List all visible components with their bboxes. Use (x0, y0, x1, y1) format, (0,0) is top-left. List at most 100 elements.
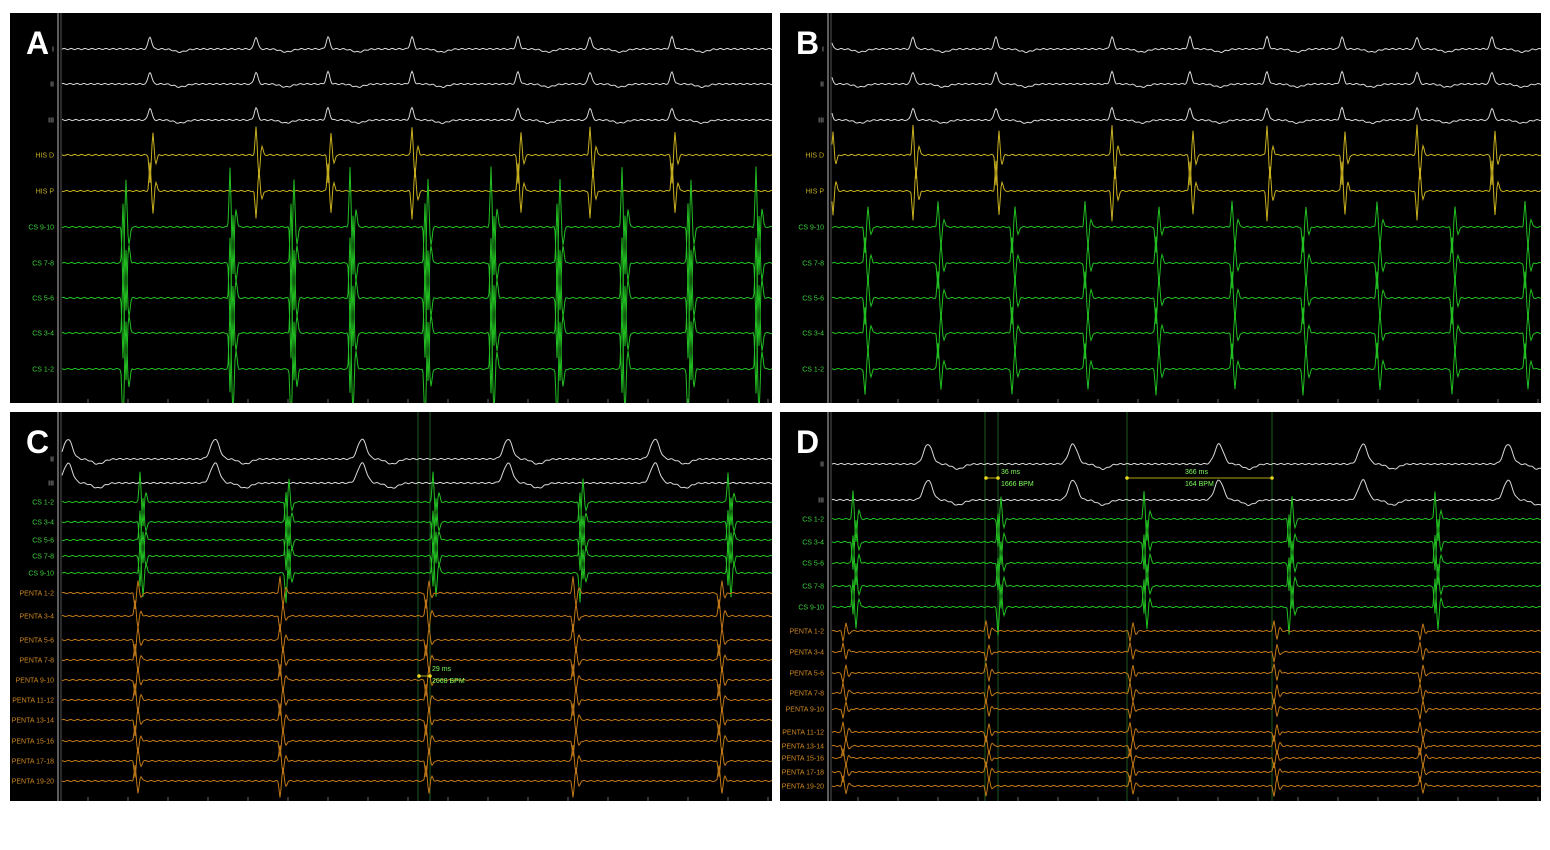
waveform-i (61, 35, 772, 54)
channel-label-penta-5-6: PENTA 5-6 (790, 671, 825, 678)
waveform-cs-1-2 (61, 471, 772, 532)
channel-label-his-p: HIS P (36, 189, 55, 196)
waveform-cs-9-10 (831, 578, 1541, 636)
caliper-interval-ms: 36 ms (1001, 469, 1021, 476)
waveform-cs-1-2 (831, 342, 1541, 396)
caliper-interval-ms: 366 ms (1185, 469, 1208, 476)
waveform-cs-5-6 (831, 271, 1541, 325)
channel-label-cs-7-8: CS 7-8 (32, 554, 54, 561)
waveform-ii (61, 70, 772, 89)
panel-b: I II III HIS D HIS P CS 9-10 CS 7-8 CS 5-6 CS 3-… (780, 13, 1541, 403)
channel-label-cs-9-10: CS 9-10 (798, 225, 824, 232)
waveform-cs-7-8 (61, 203, 772, 324)
waveform-penta-13-14 (831, 735, 1541, 757)
waveform-penta-19-20 (61, 765, 772, 798)
waveform-cs-9-10 (831, 200, 1541, 254)
channel-label-i: I (822, 47, 824, 54)
waveform-his-p (831, 160, 1541, 222)
waveform-ii (831, 70, 1541, 89)
channel-label-penta-9-10: PENTA 9-10 (786, 707, 824, 714)
channel-label-i: I (52, 47, 54, 54)
caliper-start-marker[interactable] (417, 674, 421, 678)
waveform-penta-7-8 (831, 682, 1541, 704)
waveform-penta-7-8 (61, 643, 772, 677)
channel-label-penta-7-8: PENTA 7-8 (20, 658, 55, 665)
panel-letter-b: B (796, 25, 820, 61)
channel-label-penta-17-18: PENTA 17-18 (12, 759, 54, 766)
channel-label-penta-19-20: PENTA 19-20 (782, 784, 824, 791)
waveform-penta-15-16 (62, 724, 772, 757)
channel-label-cs-5-6: CS 5-6 (32, 538, 54, 545)
waveform-cs-5-6 (831, 534, 1541, 591)
panel-letter-c: C (26, 424, 50, 460)
waveform-cs-5-6 (61, 237, 772, 359)
waveform-penta-9-10 (61, 664, 772, 697)
channel-label-cs-5-6: CS 5-6 (32, 296, 54, 303)
channel-label-iii: III (818, 498, 824, 505)
channel-label-penta-15-16: PENTA 15-16 (12, 739, 54, 746)
channel-label-cs-5-6: CS 5-6 (802, 561, 824, 568)
channel-label-ii: II (820, 462, 824, 469)
waveform-penta-3-4 (61, 599, 772, 632)
waveform-iii (831, 478, 1541, 507)
waveform-iii (61, 106, 772, 125)
waveform-ii (831, 443, 1541, 471)
channel-label-cs-1-2: CS 1-2 (802, 517, 824, 524)
channel-label-iii: III (818, 118, 824, 125)
caliper-rate-bpm: 164 BPM (1185, 481, 1214, 488)
channel-label-iii: III (48, 118, 54, 125)
channel-label-cs-9-10: CS 9-10 (28, 225, 54, 232)
waveform-penta-9-10 (831, 698, 1541, 720)
channel-label-his-d: HIS D (805, 153, 824, 160)
waveform-i (831, 35, 1541, 54)
channel-label-penta-15-16: PENTA 15-16 (782, 756, 824, 763)
caliper-rate-bpm: 1666 BPM (1001, 481, 1034, 488)
caliper-start-marker[interactable] (1125, 476, 1129, 480)
panel-d: II III CS 1-2 CS 3-4 CS 5-6 CS 7-8 CS 9-10 PENT… (780, 412, 1541, 801)
channel-label-penta-3-4: PENTA 3-4 (20, 614, 55, 621)
channel-label-his-d: HIS D (35, 153, 54, 160)
channel-label-cs-1-2: CS 1-2 (32, 367, 54, 374)
waveform-cs-3-4 (61, 492, 772, 553)
waveform-cs-9-10 (61, 542, 772, 604)
waveform-his-p (61, 162, 772, 220)
waveform-penta-19-20 (831, 775, 1541, 797)
waveform-ii (61, 438, 772, 465)
channel-label-penta-1-2: PENTA 1-2 (790, 629, 825, 636)
channel-label-penta-1-2: PENTA 1-2 (20, 591, 55, 598)
channel-label-penta-13-14: PENTA 13-14 (782, 744, 824, 751)
channel-label-cs-3-4: CS 3-4 (802, 331, 824, 338)
channel-label-penta-17-18: PENTA 17-18 (782, 770, 824, 777)
waveform-penta-11-12 (831, 721, 1541, 743)
caliper-end-marker[interactable] (996, 476, 1000, 480)
waveform-penta-3-4 (831, 641, 1541, 663)
waveform-penta-5-6 (61, 624, 772, 657)
channel-label-his-p: HIS P (806, 189, 825, 196)
waveform-cs-3-4 (61, 272, 772, 394)
channel-label-penta-9-10: PENTA 9-10 (16, 678, 54, 685)
channel-label-cs-3-4: CS 3-4 (32, 520, 54, 527)
waveform-cs-1-2 (831, 490, 1541, 548)
caliper-end-marker[interactable] (428, 674, 432, 678)
panel-letter-a: A (26, 25, 50, 61)
channel-label-cs-7-8: CS 7-8 (802, 584, 824, 591)
waveform-cs-3-4 (831, 513, 1541, 571)
panel-c: II III CS 1-2 CS 3-4 CS 5-6 CS 7-8 CS 9-10 PENT… (10, 412, 772, 801)
waveform-penta-17-18 (831, 761, 1541, 783)
channel-label-cs-5-6: CS 5-6 (802, 296, 824, 303)
channel-label-penta-19-20: PENTA 19-20 (12, 779, 54, 786)
caliper-end-marker[interactable] (1270, 476, 1274, 480)
panel-letter-d: D (796, 424, 820, 460)
waveform-cs-9-10 (61, 166, 772, 288)
waveform-cs-7-8 (831, 236, 1541, 290)
channel-label-cs-9-10: CS 9-10 (28, 571, 54, 578)
panel-a: I II III HIS D HIS P CS 9-10 CS 7-8 CS 5-6 CS 3-… (10, 13, 772, 403)
channel-label-cs-7-8: CS 7-8 (802, 261, 824, 268)
channel-label-penta-3-4: PENTA 3-4 (790, 650, 825, 657)
channel-label-ii: II (820, 82, 824, 89)
caliper-start-marker[interactable] (984, 476, 988, 480)
channel-label-penta-5-6: PENTA 5-6 (20, 638, 55, 645)
